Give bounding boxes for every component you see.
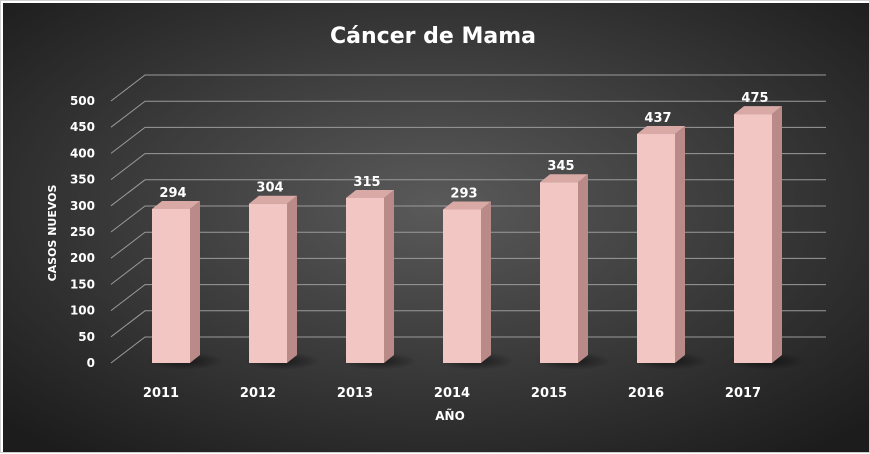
bar: [632, 126, 708, 370]
data-label: 304: [256, 181, 283, 196]
y-tick-label: 350: [70, 173, 95, 187]
grid-line: [110, 257, 826, 285]
x-tick-label: 2014: [434, 386, 470, 401]
bar: [535, 174, 611, 370]
grid-line: [110, 100, 826, 128]
grid-line: [110, 179, 826, 207]
y-tick-label: 250: [70, 225, 95, 239]
data-label: 475: [741, 91, 768, 106]
grid-line: [110, 126, 826, 154]
grid-lines: [110, 74, 826, 364]
data-label: 294: [159, 186, 186, 201]
y-tick-label: 500: [70, 94, 95, 108]
chart-title: Cáncer de Mama: [330, 24, 536, 49]
y-tick-label: 400: [70, 146, 95, 160]
x-tick-label: 2017: [725, 386, 761, 401]
grid-line: [110, 205, 826, 233]
bar: [244, 195, 320, 370]
y-tick-label: 0: [87, 356, 95, 370]
x-tick-label: 2012: [240, 386, 276, 401]
y-tick-label: 450: [70, 120, 95, 134]
bar: [147, 200, 223, 370]
y-tick-label: 150: [70, 277, 95, 291]
grid-line: [110, 74, 826, 102]
grid-line: [110, 153, 826, 180]
data-label: 315: [353, 175, 380, 190]
y-axis-ticks: 0 50 100 150 200 250 300 350 400 450 500: [70, 94, 95, 370]
x-tick-label: 2015: [531, 386, 567, 401]
data-label: 345: [547, 159, 574, 174]
chart-background: [3, 3, 869, 452]
x-axis-ticks: 2011 2012 2013 2014 2015 2016 2017: [143, 386, 761, 401]
y-tick-label: 200: [70, 251, 95, 265]
y-tick-label: 300: [70, 199, 95, 213]
y-tick-label: 100: [70, 304, 95, 318]
grid-line: [110, 310, 826, 338]
bar: [341, 189, 417, 370]
x-tick-label: 2013: [337, 386, 373, 401]
y-tick-label: 50: [78, 330, 95, 344]
bar: [729, 106, 805, 370]
grid-line: [110, 284, 826, 311]
data-label: 437: [644, 111, 671, 126]
x-tick-label: 2011: [143, 386, 179, 401]
bar: [438, 201, 514, 370]
bars: 294 304 315 293 345 437 475: [147, 91, 805, 370]
x-axis-label: AÑO: [435, 408, 465, 423]
grid-line: [110, 231, 826, 259]
grid-line: [110, 336, 826, 364]
x-tick-label: 2016: [628, 386, 664, 401]
data-label: 293: [450, 186, 477, 201]
y-axis-label: CASOS NUEVOS: [46, 184, 59, 281]
